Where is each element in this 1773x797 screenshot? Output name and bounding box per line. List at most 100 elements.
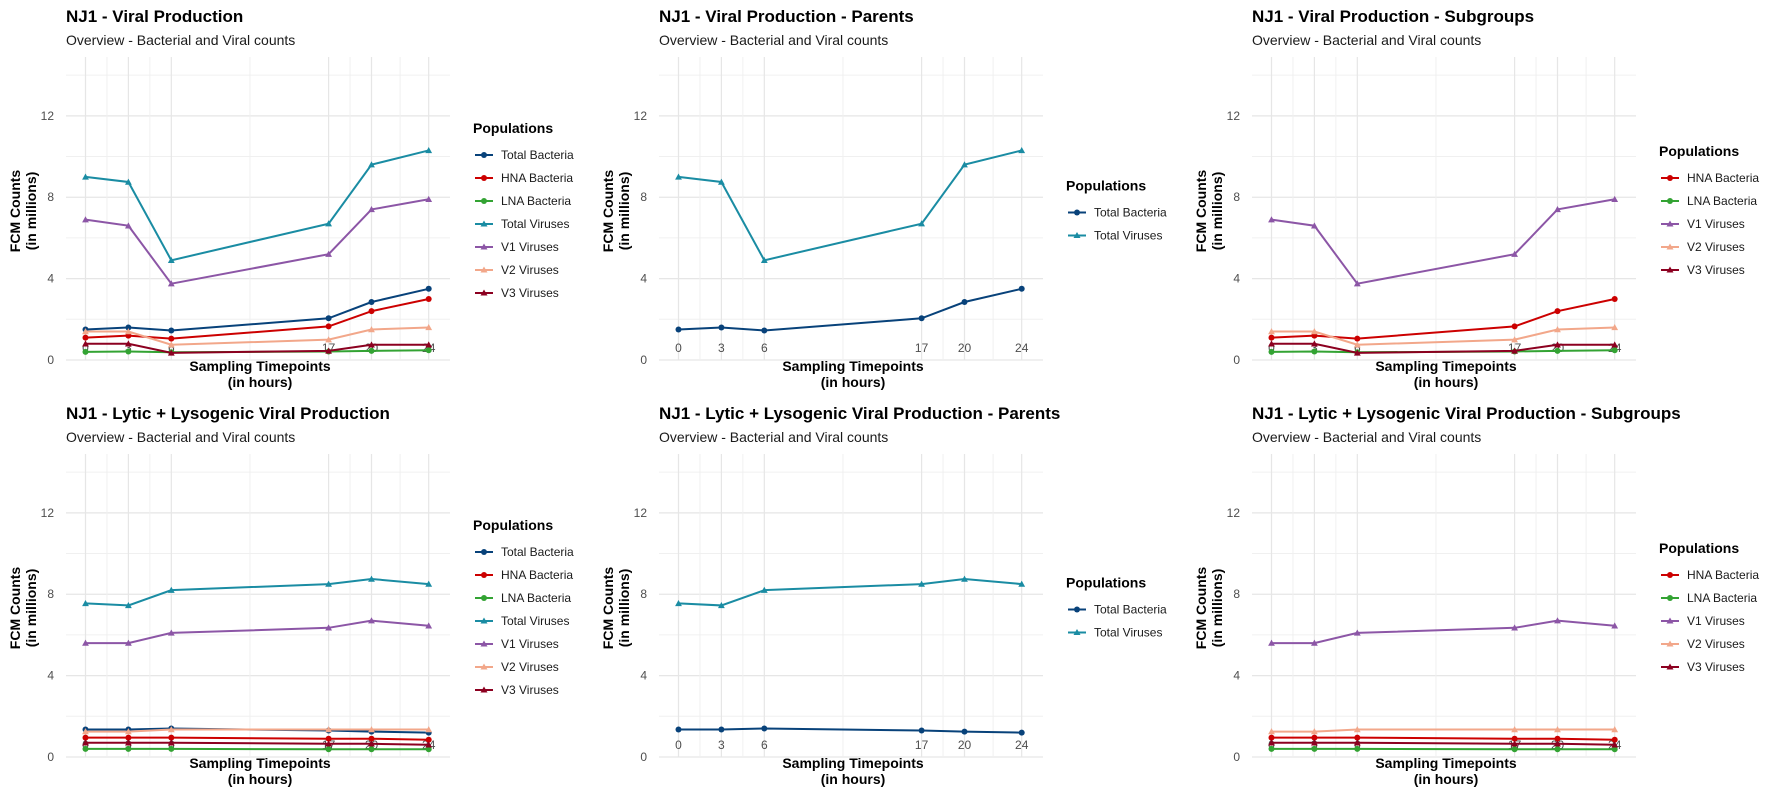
y-axis-label-group: FCM Counts(in millions) xyxy=(1193,170,1225,253)
y-axis-label: FCM Counts xyxy=(7,170,23,253)
y-tick-label: 4 xyxy=(1233,669,1240,683)
data-point-lna-bacteria-3 xyxy=(1512,746,1518,752)
x-axis-label: Sampling Timepoints xyxy=(782,358,924,374)
y-tick-label: 8 xyxy=(640,190,647,204)
x-axis-label: Sampling Timepoints xyxy=(189,358,331,374)
y-axis-label-group: FCM Counts(in millions) xyxy=(1193,567,1225,650)
data-point-hna-bacteria-3 xyxy=(1512,323,1518,329)
y-tick-label: 0 xyxy=(640,353,647,367)
x-axis-label-units: (in hours) xyxy=(1414,374,1479,390)
legend-key-marker xyxy=(481,595,487,601)
legend-item-hna-bacteria: HNA Bacteria xyxy=(475,568,573,582)
legend-title: Populations xyxy=(1659,540,1739,556)
y-tick-label: 12 xyxy=(1227,506,1241,520)
series-line-v1-viruses xyxy=(86,199,429,283)
legend-item-hna-bacteria: HNA Bacteria xyxy=(1661,568,1759,582)
legend-title: Populations xyxy=(1659,143,1739,159)
legend-title: Populations xyxy=(1066,178,1146,194)
legend-label: V2 Viruses xyxy=(1687,240,1745,254)
data-point-hna-bacteria-5 xyxy=(426,296,432,302)
legend-item-v1-viruses: V1 Viruses xyxy=(1661,217,1745,231)
y-axis-label-units: (in millions) xyxy=(23,172,39,251)
x-axis-label: Sampling Timepoints xyxy=(1375,755,1517,771)
data-point-lna-bacteria-0 xyxy=(1269,746,1275,752)
y-tick-label: 4 xyxy=(640,669,647,683)
legend-item-v3-viruses: V3 Viruses xyxy=(1661,660,1745,674)
legend-label: V2 Viruses xyxy=(1687,637,1745,651)
x-axis-label-units: (in hours) xyxy=(821,374,886,390)
chart-subtitle: Overview - Bacterial and Viral counts xyxy=(66,429,295,445)
legend-label: LNA Bacteria xyxy=(1687,591,1757,605)
legend-item-hna-bacteria: HNA Bacteria xyxy=(1661,171,1759,185)
legend-item-total-viruses: Total Viruses xyxy=(1068,229,1162,243)
series-total-viruses xyxy=(675,576,1025,609)
y-tick-label: 12 xyxy=(41,109,55,123)
y-tick-label: 0 xyxy=(47,353,54,367)
gridlines xyxy=(1252,57,1636,360)
legend-label: Total Bacteria xyxy=(501,148,574,162)
y-tick-label: 8 xyxy=(640,587,647,601)
data-point-hna-bacteria-3 xyxy=(326,323,332,329)
series-v1-viruses xyxy=(82,617,432,645)
series-line-total-bacteria xyxy=(679,729,1022,733)
y-axis-label-group: FCM Counts(in millions) xyxy=(600,567,632,650)
y-tick-label: 4 xyxy=(47,272,54,286)
legend-item-total-bacteria: Total Bacteria xyxy=(475,148,574,162)
chart-panel-6: NJ1 - Lytic + Lysogenic Viral Production… xyxy=(1193,404,1759,787)
data-point-total-bacteria-0 xyxy=(676,326,682,332)
legend-item-v1-viruses: V1 Viruses xyxy=(475,637,559,651)
series-line-total-viruses xyxy=(86,150,429,260)
data-point-lna-bacteria-5 xyxy=(1612,347,1618,353)
legend-item-v3-viruses: V3 Viruses xyxy=(1661,263,1745,277)
series-line-total-viruses xyxy=(679,150,1022,260)
legend-title: Populations xyxy=(473,120,553,136)
legend-label: LNA Bacteria xyxy=(501,591,571,605)
legend-item-v3-viruses: V3 Viruses xyxy=(475,286,559,300)
legend-item-total-bacteria: Total Bacteria xyxy=(475,545,574,559)
legend-key-marker xyxy=(481,549,487,555)
chart-panel-5: NJ1 - Lytic + Lysogenic Viral Production… xyxy=(600,404,1167,787)
series-line-total-viruses xyxy=(679,579,1022,605)
y-axis-label-units: (in millions) xyxy=(1209,172,1225,251)
plot-area xyxy=(1268,617,1618,752)
data-point-lna-bacteria-1 xyxy=(125,746,131,752)
data-point-lna-bacteria-4 xyxy=(369,746,375,752)
x-tick-label: 6 xyxy=(761,738,768,752)
chart-subtitle: Overview - Bacterial and Viral counts xyxy=(659,32,888,48)
legend-label: HNA Bacteria xyxy=(501,171,573,185)
legend-label: Total Viruses xyxy=(501,217,569,231)
data-point-lna-bacteria-5 xyxy=(426,347,432,353)
y-tick-label: 12 xyxy=(634,506,648,520)
data-point-total-bacteria-2 xyxy=(168,328,174,334)
gridlines xyxy=(1252,454,1636,757)
legend-item-total-viruses: Total Viruses xyxy=(475,614,569,628)
x-tick-label: 17 xyxy=(915,738,929,752)
legend-key-marker xyxy=(1667,175,1673,181)
legend-item-v2-viruses: V2 Viruses xyxy=(475,263,559,277)
data-point-lna-bacteria-3 xyxy=(326,746,332,752)
data-point-hna-bacteria-2 xyxy=(168,336,174,342)
series-hna-bacteria xyxy=(1269,296,1618,342)
x-axis-label-units: (in hours) xyxy=(228,374,293,390)
series-line-v3-viruses xyxy=(1272,743,1615,745)
series-total-bacteria xyxy=(676,726,1025,736)
series-total-viruses xyxy=(82,576,432,609)
series-line-v1-viruses xyxy=(1272,199,1615,283)
data-point-lna-bacteria-1 xyxy=(125,348,131,354)
data-point-hna-bacteria-4 xyxy=(369,308,375,314)
x-tick-label: 3 xyxy=(718,341,725,355)
series-line-v1-viruses xyxy=(1272,621,1615,643)
y-axis-label-units: (in millions) xyxy=(1209,569,1225,648)
legend-label: V1 Viruses xyxy=(1687,217,1745,231)
legend-item-v2-viruses: V2 Viruses xyxy=(1661,240,1745,254)
legend-label: V2 Viruses xyxy=(501,660,559,674)
y-axis-label: FCM Counts xyxy=(1193,567,1209,650)
legend-label: Total Viruses xyxy=(1094,229,1162,243)
